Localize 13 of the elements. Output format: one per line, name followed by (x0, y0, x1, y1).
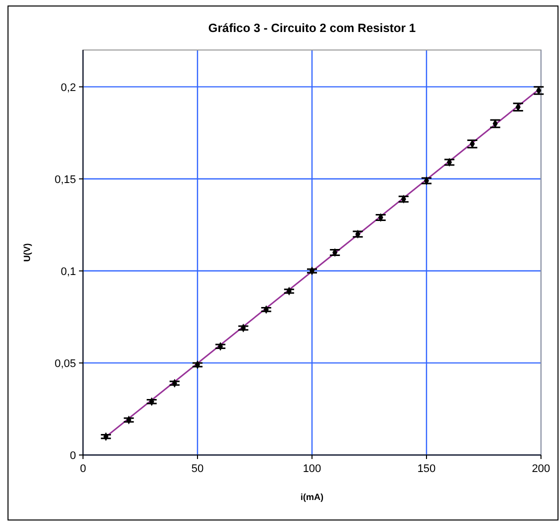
x-tick-label: 150 (417, 463, 436, 475)
x-tick-label: 0 (80, 463, 86, 475)
y-tick-label: 0,15 (54, 174, 76, 186)
x-tick-label: 100 (302, 463, 322, 475)
y-tick-label: 0,05 (54, 358, 76, 370)
x-tick-label: 200 (532, 463, 550, 475)
y-tick-label: 0,1 (60, 266, 76, 278)
chart-title: Gráfico 3 - Circuito 2 com Resistor 1 (208, 21, 416, 35)
x-axis-title: i(mA) (300, 492, 324, 502)
x-tick-label: 50 (191, 463, 204, 475)
y-tick-label: 0 (70, 450, 76, 462)
y-tick-label: 0,2 (60, 82, 76, 94)
y-axis-title: U(V) (22, 243, 32, 262)
